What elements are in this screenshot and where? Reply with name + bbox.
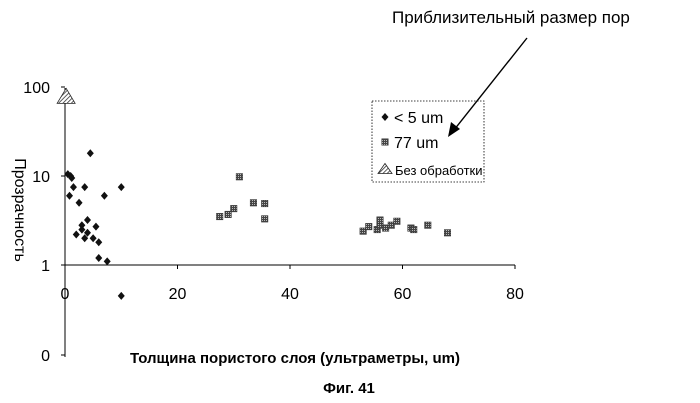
- diamond-point: [66, 192, 73, 200]
- square-point: [377, 217, 383, 223]
- diamond-point: [70, 183, 77, 191]
- square-point: [411, 226, 417, 232]
- diamond-point: [90, 234, 97, 242]
- axes: [65, 88, 515, 357]
- y-axis-label: Прозрачность: [11, 158, 28, 262]
- square-point: [261, 216, 267, 222]
- figure-caption: Фиг. 41: [323, 380, 375, 397]
- y-tick-label: 0: [41, 348, 50, 365]
- diamond-point: [92, 223, 99, 231]
- square-point: [216, 213, 222, 219]
- diamond-point: [84, 216, 91, 224]
- y-tick-label: 100: [23, 80, 50, 97]
- x-tick-label: 80: [506, 286, 524, 303]
- diamond-point: [118, 292, 125, 300]
- y-tick-label: 10: [32, 169, 50, 186]
- square-point: [261, 200, 267, 206]
- diamond-point: [104, 257, 111, 265]
- legend-label: Без обработки: [395, 163, 482, 178]
- legend-triangle-marker: [378, 164, 392, 174]
- diamond-point: [101, 192, 108, 200]
- square-point: [444, 230, 450, 236]
- x-tick-label: 60: [394, 286, 412, 303]
- diamond-point: [73, 231, 80, 239]
- square-point: [231, 205, 237, 211]
- square-point: [425, 222, 431, 228]
- diamond-point: [87, 149, 94, 157]
- legend-square-marker: [382, 139, 388, 145]
- x-tick-label: 20: [169, 286, 187, 303]
- diamond-point: [118, 183, 125, 191]
- legend-diamond-marker: [382, 113, 389, 121]
- x-axis-label: Толщина пористого слоя (ультраметры, um): [130, 350, 460, 367]
- diamond-point: [95, 238, 102, 246]
- square-point: [236, 174, 242, 180]
- square-point: [366, 223, 372, 229]
- square-point: [225, 211, 231, 217]
- diamond-point: [76, 199, 83, 207]
- series-diamond: [64, 149, 124, 300]
- triangle-point: [57, 88, 75, 103]
- x-tick-label: 40: [281, 286, 299, 303]
- square-point: [250, 200, 256, 206]
- y-tick-label: 1: [41, 258, 50, 275]
- square-point: [394, 218, 400, 224]
- legend-label: < 5 um: [394, 110, 443, 127]
- series-square: [216, 174, 450, 236]
- legend-label: 77 um: [394, 135, 438, 152]
- annotation-arrow: [448, 38, 527, 137]
- series-triangle: [57, 88, 75, 103]
- diamond-point: [95, 254, 102, 262]
- annotation-text: Приблизительный размер пор: [392, 8, 630, 27]
- x-tick-label: 0: [61, 286, 70, 303]
- diamond-point: [81, 183, 88, 191]
- diamond-point: [78, 221, 85, 229]
